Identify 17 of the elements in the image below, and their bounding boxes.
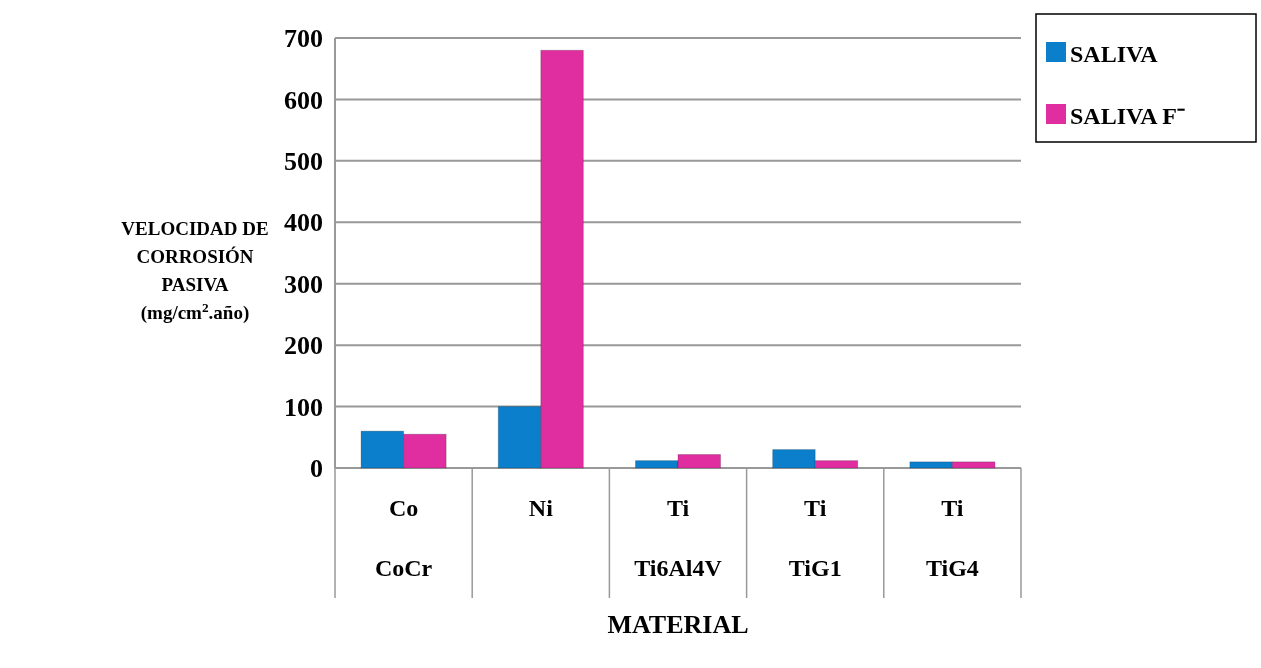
y-axis-title: VELOCIDAD DE CORROSIÓN PASIVA (mg/cm$^{2}$.año): [121, 218, 269, 324]
y-tick-label: 0: [310, 454, 323, 484]
category-label: Co CoCr: [374, 495, 433, 581]
category-label: Ti TiG1: [788, 495, 842, 581]
y-tick-label: 100: [284, 392, 323, 422]
category-label: Ti Ti6Al4V: [634, 495, 722, 581]
y-tick-label: 500: [284, 146, 323, 176]
legend-label: SALIVA: [1070, 41, 1159, 68]
category-label: Ti TiG4: [925, 495, 979, 581]
y-tick-label: 300: [284, 269, 323, 299]
y-tick-label: 400: [284, 208, 323, 238]
x-axis-title: MATERIAL: [607, 610, 749, 639]
x-tick-label: Ni: [528, 495, 554, 521]
legend-label: SALIVA F⁻: [1070, 103, 1185, 130]
y-tick-label: 700: [284, 24, 323, 54]
y-tick-label: 200: [284, 331, 323, 361]
y-tick-label: 600: [284, 85, 323, 115]
